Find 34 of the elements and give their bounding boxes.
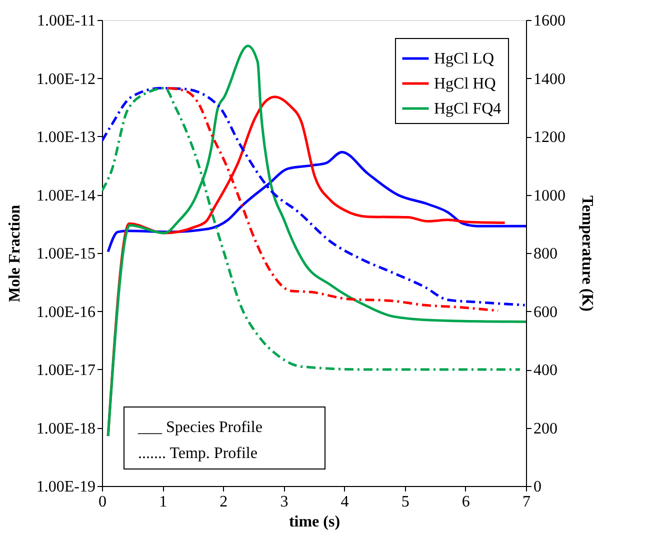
x-axis-title: time (s): [288, 514, 340, 530]
y2-tick-label: 600: [534, 304, 558, 321]
legend-label: HgCl FQ4: [434, 100, 502, 118]
y-tick-label: 1.00E-13: [36, 129, 96, 146]
y2-tick-label: 800: [534, 246, 558, 262]
y-tick-label: 1.00E-16: [36, 304, 96, 321]
y2-tick-label: 200: [534, 420, 558, 438]
y2-tick-label: 1600: [534, 12, 566, 30]
y2-tick-label: 1000: [534, 187, 566, 204]
x-tick-label: 6: [462, 494, 470, 510]
x-tick-label: 3: [280, 494, 288, 510]
y-tick-label: 1.00E-18: [36, 420, 96, 438]
y-axis-title: Mole Fraction: [6, 204, 24, 302]
x-tick-label: 0: [98, 494, 106, 510]
x-tick-label: 5: [401, 494, 410, 510]
y-tick-label: 1.00E-12: [36, 70, 96, 88]
y-tick-label: 1.00E-15: [36, 246, 96, 262]
x-tick-label: 4: [340, 494, 349, 510]
x-tick-label: 1: [159, 494, 168, 510]
y2-tick-label: 1400: [534, 70, 566, 88]
y2-tick-label: 0: [534, 478, 542, 496]
legend-label: HgCl LQ: [434, 50, 494, 68]
y2-tick-label: 400: [534, 362, 558, 379]
y2-axis-title: Temperature (K): [578, 196, 596, 312]
y-tick-label: 1.00E-11: [36, 12, 96, 30]
x-tick-label: 7: [522, 494, 530, 510]
y-tick-label: 1.00E-17: [36, 362, 96, 379]
legend-label: HgCl HQ: [434, 76, 496, 92]
y2-tick-label: 1200: [534, 129, 566, 146]
annotation: ___ Species Profile: [137, 419, 262, 436]
y-tick-label: 1.00E-14: [36, 187, 96, 204]
annotation: ....... Temp. Profile: [138, 445, 258, 462]
y-tick-label: 1.00E-19: [36, 478, 96, 496]
x-tick-label: 2: [220, 494, 228, 510]
